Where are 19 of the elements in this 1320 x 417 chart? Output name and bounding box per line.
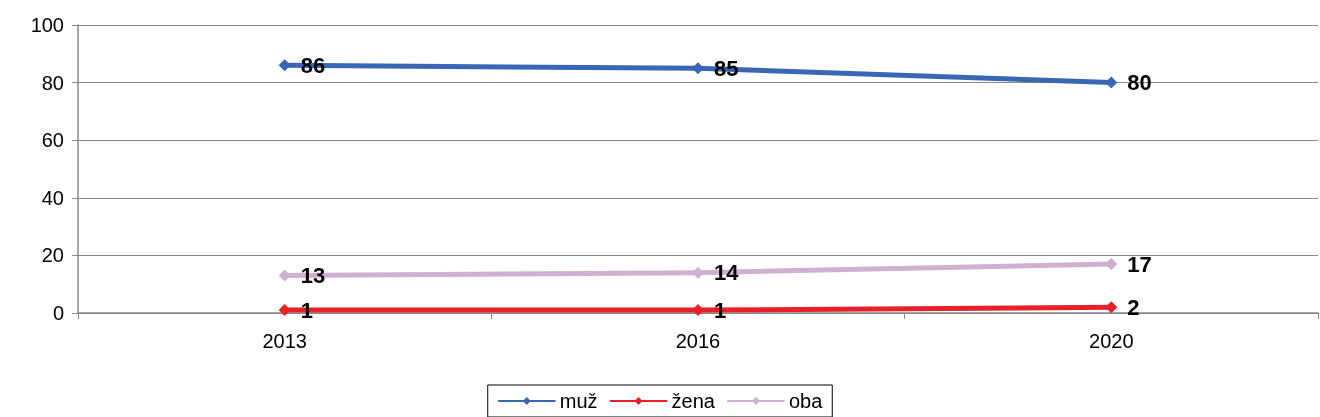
- data-label: 17: [1127, 251, 1152, 277]
- data-label: 13: [300, 263, 326, 289]
- y-tick-label: 0: [52, 302, 64, 324]
- data-label: 1: [714, 297, 727, 323]
- legend-label: oba: [788, 390, 824, 412]
- x-tick-label: 2020: [1089, 330, 1134, 352]
- y-tick-label: 60: [41, 129, 64, 152]
- data-label: 80: [1127, 70, 1152, 96]
- legend-label: muž: [559, 390, 598, 412]
- data-label: 14: [714, 260, 740, 286]
- x-tick-label: 2013: [262, 330, 307, 352]
- data-label: 1: [300, 297, 313, 323]
- y-tick-label: 80: [41, 71, 64, 94]
- legend-label: žena: [671, 390, 716, 412]
- y-tick-label: 20: [41, 244, 64, 267]
- data-label: 2: [1127, 294, 1140, 320]
- y-tick-label: 40: [41, 186, 64, 209]
- y-tick-label: 100: [30, 14, 64, 36]
- x-tick-label: 2016: [675, 330, 721, 352]
